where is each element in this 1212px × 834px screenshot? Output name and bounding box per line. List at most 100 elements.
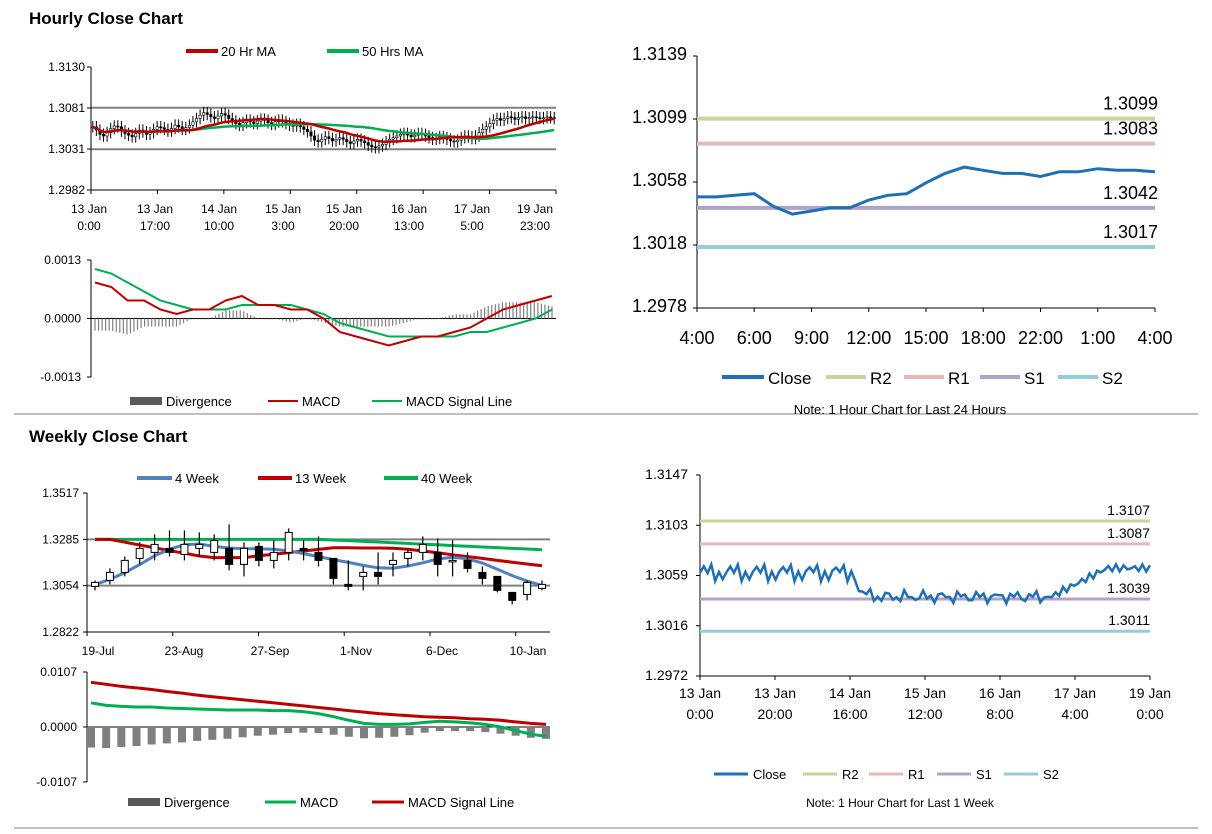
candle-body [212, 116, 216, 119]
divergence-bar [115, 318, 117, 332]
divergence-bar [484, 307, 486, 319]
divergence-bar [462, 314, 465, 319]
divergence-bar [530, 302, 532, 319]
x-tick-label: 15 Jan [326, 202, 362, 216]
candle-body [520, 116, 524, 119]
divergence-bar [508, 302, 511, 319]
candle-body [209, 114, 213, 118]
x-tick-label: 4:00 [1137, 328, 1172, 348]
y-tick-label: 1.2982 [48, 183, 85, 197]
candle-body [120, 559, 129, 573]
divergence-bar [182, 318, 185, 324]
divergence-bar [551, 306, 553, 319]
y-tick-label: -0.0107 [36, 775, 77, 789]
legend-swatch-divergence [128, 798, 160, 806]
divergence-bar [335, 318, 337, 326]
candle-body [130, 134, 134, 138]
divergence-bar [289, 318, 291, 323]
x-tick-label: 17:00 [140, 219, 170, 233]
divergence-bar [102, 727, 111, 749]
x-tick-label: 13 Jan [71, 202, 107, 216]
x-tick-label: 22:00 [1018, 328, 1063, 348]
divergence-bar [178, 727, 186, 743]
legend-label-close: Close [768, 369, 811, 388]
y-tick-label: 1.3130 [48, 60, 85, 74]
divergence-bar [374, 318, 376, 327]
divergence-bar [306, 318, 309, 320]
x-tick-label: 13 Jan [754, 685, 796, 701]
divergence-bar [384, 318, 387, 327]
candle-body [177, 124, 181, 128]
divergence-bar [278, 318, 280, 320]
divergence-bar [214, 315, 217, 319]
candle-body [195, 118, 199, 123]
x-tick-label: 23-Aug [165, 644, 204, 658]
weekly-1w-chart: 1.3147 1.3103 1.3059 1.3016 1.2972 1.3107 1.30… [645, 466, 1171, 722]
divergence-bar [349, 318, 351, 327]
y-tick-label: 1.3016 [645, 617, 688, 633]
close-line [697, 165, 1156, 216]
hourly-macd-legend: Divergence MACD MACD Signal Line [130, 394, 512, 409]
divergence-bar [207, 318, 209, 320]
legend-label-divergence: Divergence [166, 394, 232, 409]
divergence-bar [515, 302, 518, 319]
hourly-24h-chart: 1.3139 1.3099 1.3058 1.3018 1.2978 1.3099 1.30… [632, 44, 1173, 348]
y-tick-label: 1.3139 [632, 44, 687, 64]
x-tick-label: 4:00 [1061, 706, 1088, 722]
divergence-bar [193, 318, 195, 320]
divergence-bar [328, 318, 330, 324]
candle-body [418, 543, 427, 553]
x-tick-label: 6-Dec [426, 644, 458, 658]
divergence-bar [512, 302, 514, 319]
candle-body [391, 137, 395, 140]
y-tick-label: 1.3099 [632, 107, 687, 127]
candle-body [355, 139, 359, 142]
divergence-bar [423, 318, 426, 320]
candle-body [187, 124, 191, 128]
divergence-bar [533, 302, 535, 319]
divergence-bar [353, 318, 355, 327]
divergence-bar [208, 727, 217, 740]
legend-label-signal: MACD Signal Line [406, 394, 512, 409]
y-tick-label: 1.2972 [645, 667, 688, 683]
candle-body [162, 127, 166, 130]
candle-body [516, 117, 520, 120]
divergence-bar [162, 727, 171, 744]
y-tick-label: 0.0107 [40, 665, 77, 679]
divergence-bar [409, 318, 411, 322]
x-tick-label: 1:00 [1080, 328, 1115, 348]
divergence-bar [172, 318, 174, 327]
divergence-bar [360, 318, 362, 327]
weekly-right-legend: Close R2 R1 S1 S2 [714, 767, 1059, 782]
hourly-right-legend: Close R2 R1 S1 S2 [722, 369, 1123, 388]
divergence-bar [542, 727, 550, 739]
y-tick-label: 0.0000 [44, 312, 81, 326]
x-tick-label: 13:00 [394, 219, 424, 233]
divergence-bar [544, 304, 546, 319]
x-tick-label: 19 Jan [517, 202, 553, 216]
divergence-bar [448, 315, 450, 319]
candle-body [413, 134, 417, 138]
candle-body [341, 137, 345, 140]
candle-body [116, 125, 120, 128]
divergence-bar [356, 318, 358, 327]
candle-body [327, 136, 331, 139]
candle-body [309, 131, 313, 137]
divergence-bar [331, 318, 333, 325]
x-tick-label: 13 Jan [679, 685, 721, 701]
divergence-bar [292, 318, 294, 322]
weekly-macd-legend: Divergence MACD MACD Signal Line [128, 795, 514, 810]
x-tick-label: 10-Jan [510, 644, 547, 658]
legend-label-50hr: 50 Hrs MA [362, 44, 424, 59]
level-label-s2: 1.3017 [1103, 222, 1158, 242]
macd-line [94, 281, 553, 347]
divergence-bar [132, 727, 141, 747]
divergence-bar [190, 318, 192, 320]
legend-label-s2: S2 [1102, 369, 1123, 388]
macd-line [90, 701, 547, 738]
divergence-bar [221, 311, 224, 319]
divergence-bar [257, 318, 259, 320]
candle-body [216, 115, 220, 119]
